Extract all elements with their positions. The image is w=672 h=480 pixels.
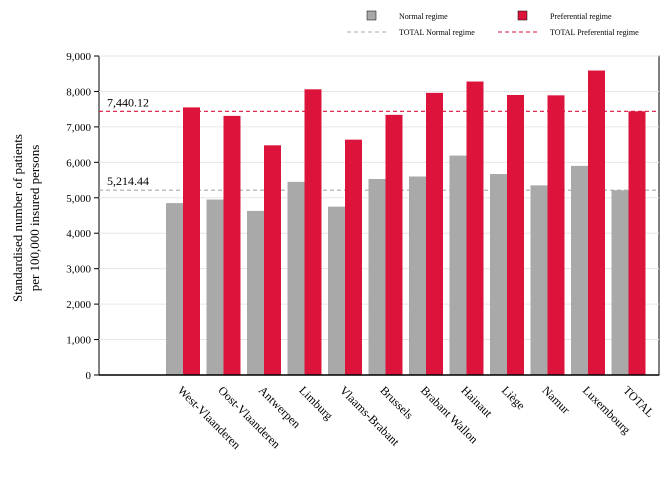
x-axis-labels: West-VlaanderenOost-VlaanderenAntwerpenL… [175,383,657,452]
bar-preferential [264,145,281,375]
bar-preferential [385,114,403,376]
bar-normal [328,206,345,375]
bar-preferential [345,139,362,375]
y-tick-label: 9,000 [66,51,91,63]
bar-preferential [466,81,484,376]
y-tick-label: 1,000 [66,335,91,347]
legend: Normal regime Preferential regime TOTAL … [347,10,639,37]
y-tick-label: 3,000 [66,264,91,276]
bar-normal [206,199,224,375]
legend-label-normal: Normal regime [399,12,448,21]
y-tick-label: 0 [86,370,92,382]
bar-preferential [547,95,565,376]
y-tick-label: 5,000 [66,193,91,205]
bar-normal [530,185,548,375]
bar-normal [490,174,507,375]
y-tick-label: 8,000 [66,86,91,98]
bar-normal [247,210,264,375]
x-tick-label: Namur [539,383,572,416]
y-tick-label: 7,000 [66,122,91,134]
x-tick-label: TOTAL [620,383,657,420]
bar-preferential [304,89,322,375]
legend-label-total-normal: TOTAL Normal regime [399,28,475,37]
bar-normal [166,203,183,375]
y-tick-label: 4,000 [66,228,91,240]
bar-preferential [183,107,200,376]
legend-label-total-preferential: TOTAL Preferential regime [550,28,639,37]
bar-normal [449,155,467,375]
y-axis-title-line-1: Standardised number of patients [10,134,25,302]
bars [166,70,646,376]
bar-normal [409,176,426,375]
bar-normal [611,190,629,375]
x-tick-label: Brussels [377,383,416,422]
reference-line-label: 7,440.12 [107,95,149,109]
legend-label-preferential: Preferential regime [550,12,612,21]
y-tick-label: 2,000 [66,299,91,311]
y-tick-label: 6,000 [66,157,91,169]
y-axis: 0 1,000 2,000 3,000 4,000 5,000 6,000 7,000 8,00… [66,51,99,382]
x-tick-label: Liège [499,383,528,412]
bar-preferential [223,115,241,375]
bar-preferential [628,111,646,376]
y-axis-title-line-2: per 100,000 insured persons [27,145,42,292]
bar-normal [571,165,588,375]
bar-preferential [507,94,524,375]
bar-preferential [426,92,443,376]
reference-line-label: 5,214.44 [107,174,149,188]
x-tick-label: Hainaut [458,383,495,420]
bar-normal [368,178,386,375]
legend-swatch-preferential [517,10,528,21]
bar-preferential [588,70,605,375]
bar-normal [287,181,305,375]
legend-swatch-normal [366,10,377,21]
x-tick-label: Limburg [296,383,335,422]
